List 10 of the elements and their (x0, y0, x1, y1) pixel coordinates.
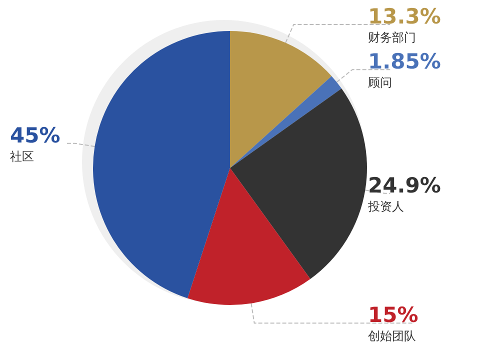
data-label: 1.85% (368, 50, 441, 74)
slice-label: 投资人 (367, 199, 404, 214)
slice-label: 财务部门 (368, 30, 416, 44)
data-label: 15% (368, 303, 418, 328)
data-label: 24.9% (368, 173, 441, 198)
slice-label: 顾问 (368, 76, 392, 90)
data-label: 45% (10, 123, 60, 148)
slice-label: 社区 (10, 149, 34, 164)
data-label: 13.3% (368, 4, 441, 28)
slice-label: 创始团队 (368, 329, 416, 344)
